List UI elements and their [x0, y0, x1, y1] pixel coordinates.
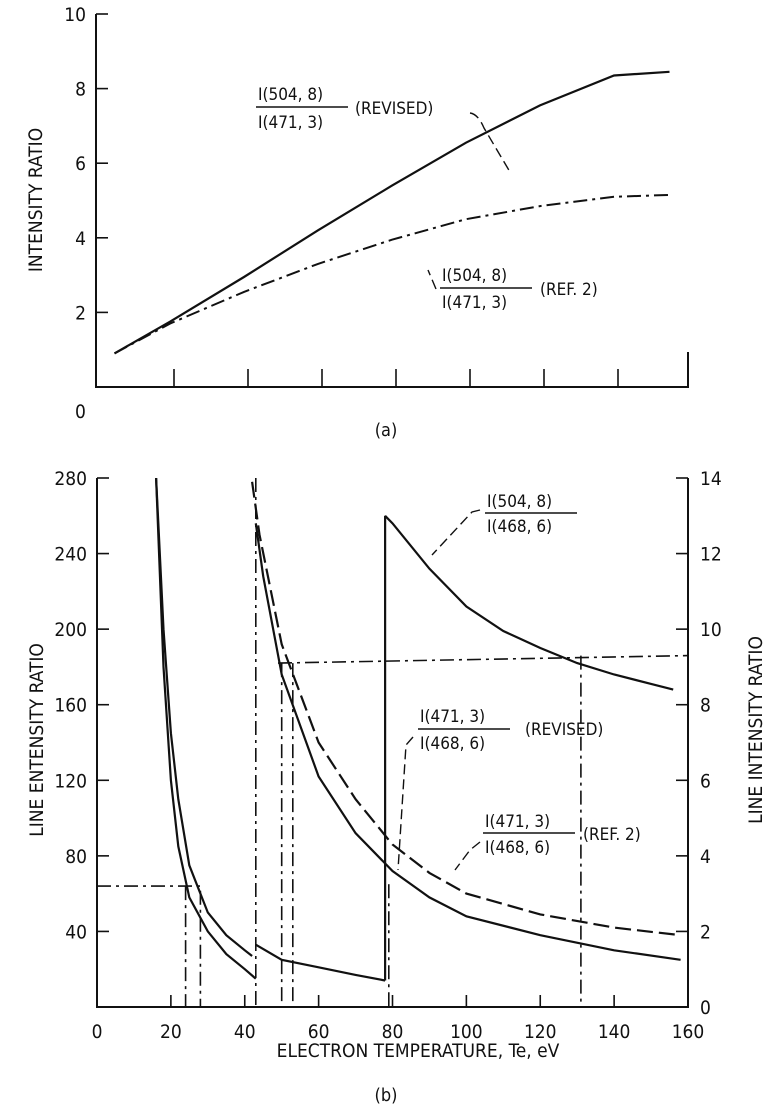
panel-b-series-line-2	[254, 523, 681, 961]
panel-b-right-y-tick-label: 6	[700, 770, 711, 792]
panel-b-reference-line	[277, 654, 689, 664]
panel-a-revised-denominator: I(471, 3)	[258, 113, 323, 133]
panel-b-right-y-tick-label: 14	[700, 468, 722, 490]
panel-a-revised-suffix: (REVISED)	[355, 99, 433, 119]
panel-a-x-origin-label: 0	[75, 401, 86, 423]
panel-a-revised-leader	[469, 112, 511, 173]
panel-b-x-tick-label: 160	[672, 1021, 705, 1043]
panel-b-series-line-3	[155, 477, 257, 980]
panel-a-y-tick-label: 4	[75, 228, 86, 250]
panel-b-471-468-ref2-denominator: I(468, 6)	[485, 838, 550, 858]
panel-b-x-tick-label: 60	[308, 1021, 330, 1043]
panel-b-series	[155, 477, 681, 982]
panel-b-left-y-axis-label: LINE ENTENSITY RATIO	[26, 643, 48, 837]
panel-a-y-tick-label: 2	[75, 302, 86, 324]
panel-b-x-tick-label: 120	[524, 1021, 557, 1043]
panel-a-annotation-ref2: I(504, 8) I(471, 3) (REF. 2)	[427, 266, 598, 313]
panel-b-right-y-tick-label: 10	[700, 619, 722, 641]
panel-a-annotation-revised: I(504, 8) I(471, 3) (REVISED)	[256, 85, 511, 173]
panel-a-caption: (a)	[375, 420, 398, 441]
panel-a-ref2-suffix: (REF. 2)	[540, 280, 598, 300]
panel-b-left-y-ticks: 40 80 120 160 200 240 280	[54, 468, 109, 943]
panel-b-471-468-revised-numerator: I(471, 3)	[420, 707, 485, 727]
panel-b-471-468-ref2-numerator: I(471, 3)	[485, 812, 550, 832]
panel-b-left-y-tick-label: 40	[65, 921, 87, 943]
panel-a-y-tick-label: 10	[64, 4, 86, 26]
panel-a-chart: 2 4 6 8 10 INTENSITY RATIO 0 I(504, 8) I(471…	[25, 4, 689, 441]
panel-b-reference-line	[97, 885, 202, 1007]
panel-a-y-tick-label: 8	[75, 79, 86, 101]
panel-a-x-ticks	[173, 369, 619, 387]
panel-b-x-tick-label: 40	[234, 1021, 256, 1043]
panel-b-annotation-471-468-revised: I(471, 3) I(468, 6) (REVISED)	[397, 707, 603, 871]
panel-b-left-y-tick-label: 240	[54, 544, 87, 566]
panel-a-series-line-ref2	[114, 193, 670, 355]
panel-b-x-axis-label: ELECTRON TEMPERATURE, Te, eV	[277, 1040, 560, 1062]
panel-b-right-y-tick-label: 4	[700, 846, 711, 868]
panel-a-revised-numerator: I(504, 8)	[258, 85, 323, 105]
panel-b-471-468-ref2-leader	[454, 841, 481, 871]
panel-b-annotation-504-468: I(504, 8) I(468, 6)	[431, 492, 577, 556]
panel-b-471-468-revised-denominator: I(468, 6)	[420, 734, 485, 754]
panel-b-left-y-tick-label: 200	[54, 619, 87, 641]
panel-a-ref2-numerator: I(504, 8)	[442, 266, 507, 286]
panel-b-chart: 40 80 120 160 200 240 280 0 2 4 6 8 10 12 14 0 20 40 60 8…	[26, 468, 767, 1106]
panel-a-axis-frame	[95, 14, 689, 388]
panel-b-right-y-axis-label: LINE INTENSITY RATIO	[745, 636, 767, 824]
panel-b-series-line-3	[255, 943, 386, 982]
panel-b-annotation-471-468-ref2: I(471, 3) I(468, 6) (REF. 2)	[454, 812, 641, 871]
panel-b-left-y-tick-label: 120	[54, 770, 87, 792]
panel-b-471-468-ref2-suffix: (REF. 2)	[583, 825, 641, 845]
panel-b-471-468-revised-suffix: (REVISED)	[525, 720, 603, 740]
panel-a-ref2-denominator: I(471, 3)	[442, 293, 507, 313]
panel-b-x-tick-label: 80	[382, 1021, 404, 1043]
panel-b-504-468-denominator: I(468, 6)	[487, 517, 552, 537]
panel-a-y-axis-label: INTENSITY RATIO	[25, 128, 47, 272]
panel-b-axis-frame	[96, 478, 689, 1008]
panel-b-left-y-tick-label: 80	[65, 846, 87, 868]
panel-b-x-ticks: 0 20 40 60 80 100 120 140 160	[92, 995, 705, 1043]
panel-b-x-tick-label: 140	[598, 1021, 631, 1043]
panel-b-right-y-ticks: 0 2 4 6 8 10 12 14	[676, 468, 722, 1019]
panel-b-x-tick-label: 0	[92, 1021, 103, 1043]
panel-a-ref2-leader	[427, 269, 437, 290]
panel-b-caption: (b)	[375, 1085, 398, 1106]
panel-b-x-tick-label: 100	[450, 1021, 483, 1043]
panel-b-504-468-leader	[431, 509, 481, 556]
panel-b-right-y-tick-label: 12	[700, 544, 722, 566]
panel-a-y-ticks: 2 4 6 8 10	[64, 4, 108, 324]
panel-b-left-y-tick-label: 280	[54, 468, 87, 490]
panel-b-x-tick-label: 20	[160, 1021, 182, 1043]
panel-b-471-468-revised-leader	[397, 736, 414, 871]
panel-b-reference-lines	[97, 478, 689, 1007]
panel-b-series-line-4	[155, 477, 253, 957]
panel-a-series	[113, 70, 670, 355]
panel-b-series-line-1	[251, 481, 681, 937]
panel-b-right-y-tick-label: 2	[700, 921, 711, 943]
panel-b-left-y-tick-label: 160	[54, 695, 87, 717]
panel-a-y-tick-label: 6	[75, 153, 86, 175]
panel-b-series-line-0	[384, 515, 674, 691]
panel-a-series-line-revised	[113, 70, 670, 355]
panel-b-504-468-numerator: I(504, 8)	[487, 492, 552, 512]
panel-b-right-y-tick-label: 0	[700, 997, 711, 1019]
panel-b-right-y-tick-label: 8	[700, 695, 711, 717]
